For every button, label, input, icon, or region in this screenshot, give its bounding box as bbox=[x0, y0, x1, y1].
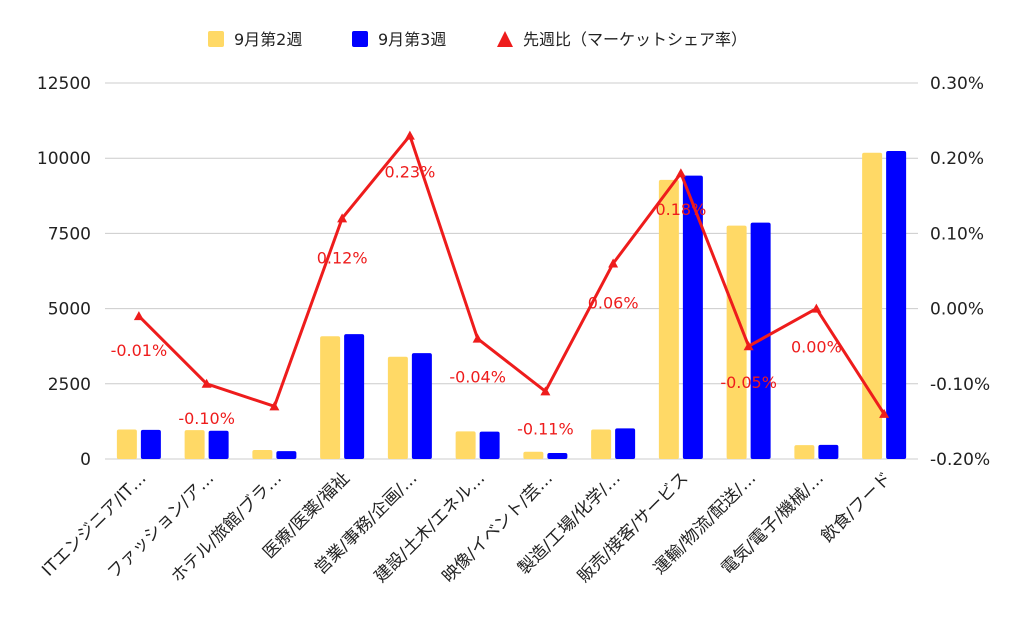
category-label: 飲食/フード bbox=[817, 468, 895, 546]
share-marker bbox=[675, 168, 686, 178]
bar-week2 bbox=[523, 451, 544, 459]
share-data-label: -0.10% bbox=[178, 409, 235, 428]
legend-week2-swatch bbox=[208, 31, 224, 47]
share-marker bbox=[472, 333, 483, 343]
share-marker bbox=[811, 303, 822, 313]
share-data-label: -0.04% bbox=[449, 368, 506, 387]
bar-week2 bbox=[184, 430, 205, 459]
right-tick-label: 0.00% bbox=[930, 300, 984, 320]
bar-week2 bbox=[455, 431, 476, 459]
legend-share-label: 先週比（マーケットシェア率） bbox=[523, 30, 747, 49]
share-data-label: -0.11% bbox=[517, 419, 574, 438]
legend: 9月第2週 9月第3週 先週比（マーケットシェア率） bbox=[208, 30, 747, 49]
left-tick-label: 5000 bbox=[48, 300, 91, 320]
share-data-label: -0.01% bbox=[111, 341, 168, 360]
bar-week3 bbox=[818, 444, 839, 459]
left-tick-label: 7500 bbox=[48, 224, 91, 244]
bar-week3 bbox=[479, 431, 500, 459]
right-tick-label: 0.20% bbox=[930, 149, 984, 169]
left-tick-label: 12500 bbox=[37, 74, 91, 94]
legend-week2-label: 9月第2週 bbox=[234, 30, 302, 49]
data-labels: -0.01% -0.10% 0.12% 0.23% -0.04% -0.11% 0.06% 0… bbox=[111, 163, 842, 439]
share-marker bbox=[337, 213, 348, 223]
grid-lines bbox=[105, 82, 918, 460]
bar-week2 bbox=[387, 356, 408, 459]
bar-week2 bbox=[252, 449, 273, 459]
bar-week3 bbox=[886, 150, 907, 459]
share-line bbox=[133, 130, 890, 418]
share-data-label: 0.18% bbox=[655, 200, 706, 219]
bar-week3 bbox=[615, 428, 636, 459]
x-axis-categories: ITエンジニア/IT…ファッション/ア…ホテル/旅館/ブラ…医療/医薬/福祉営業… bbox=[38, 468, 895, 587]
share-data-label: 0.00% bbox=[791, 338, 842, 357]
right-y-axis: -0.20% -0.10% 0.00% 0.10% 0.20% 0.30% bbox=[930, 74, 990, 470]
bar-week2 bbox=[591, 429, 612, 459]
bar-week3 bbox=[208, 430, 229, 459]
right-tick-label: -0.10% bbox=[930, 375, 990, 395]
bar-week3 bbox=[411, 353, 432, 459]
left-tick-label: 0 bbox=[80, 450, 91, 470]
legend-week3-swatch bbox=[352, 31, 368, 47]
share-marker bbox=[879, 408, 890, 418]
share-marker bbox=[540, 386, 551, 396]
share-data-label: 0.12% bbox=[317, 248, 368, 267]
legend-week3-label: 9月第3週 bbox=[378, 30, 446, 49]
bar-week3 bbox=[547, 452, 568, 459]
share-marker bbox=[608, 258, 619, 268]
bar-week3 bbox=[140, 429, 161, 459]
bar-week3 bbox=[276, 451, 297, 459]
bar-week2 bbox=[794, 445, 815, 459]
category-label: ホテル/旅館/ブラ… bbox=[167, 468, 286, 587]
left-tick-label: 2500 bbox=[48, 375, 91, 395]
right-tick-label: 0.30% bbox=[930, 74, 984, 94]
share-marker bbox=[743, 341, 754, 351]
legend-share-swatch bbox=[497, 31, 513, 47]
bar-week2 bbox=[320, 336, 341, 459]
bar-week2 bbox=[862, 152, 883, 460]
right-tick-label: -0.20% bbox=[930, 450, 990, 470]
right-tick-label: 0.10% bbox=[930, 224, 984, 244]
share-line-path bbox=[137, 134, 886, 415]
left-y-axis: 0 2500 5000 7500 10000 12500 bbox=[37, 74, 91, 470]
bars bbox=[116, 150, 907, 460]
share-marker bbox=[201, 378, 212, 388]
bar-week3 bbox=[344, 334, 365, 459]
left-tick-label: 10000 bbox=[37, 149, 91, 169]
bar-week3 bbox=[682, 175, 703, 459]
share-data-label: 0.23% bbox=[384, 163, 435, 182]
bar-week2 bbox=[726, 225, 747, 459]
bar-week2 bbox=[658, 179, 679, 459]
share-marker bbox=[404, 130, 415, 140]
share-data-label: -0.05% bbox=[720, 373, 777, 392]
share-data-label: 0.06% bbox=[588, 293, 639, 312]
bar-week2 bbox=[116, 429, 137, 459]
share-marker bbox=[269, 401, 280, 411]
share-marker bbox=[133, 311, 144, 321]
